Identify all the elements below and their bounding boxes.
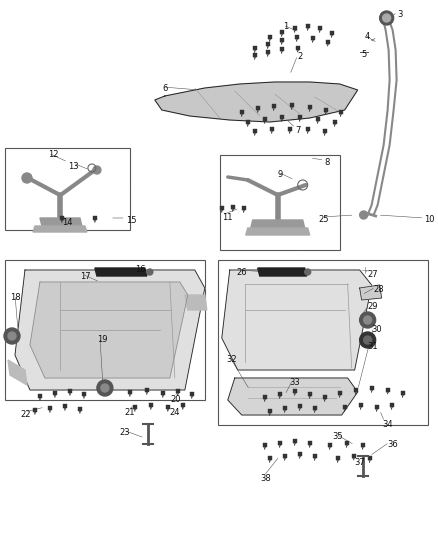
Polygon shape <box>222 270 371 370</box>
Circle shape <box>8 332 16 340</box>
Text: 34: 34 <box>383 420 393 429</box>
Text: 31: 31 <box>367 342 378 351</box>
Circle shape <box>93 166 101 174</box>
Polygon shape <box>40 218 82 226</box>
Text: 29: 29 <box>367 302 378 311</box>
Polygon shape <box>246 228 310 235</box>
Text: 16: 16 <box>135 265 145 274</box>
Circle shape <box>147 269 153 275</box>
Text: 14: 14 <box>62 218 72 227</box>
Text: 35: 35 <box>333 432 343 441</box>
Text: 28: 28 <box>374 285 384 294</box>
Polygon shape <box>251 220 305 228</box>
Text: 25: 25 <box>319 215 329 224</box>
Text: 37: 37 <box>355 458 365 467</box>
Text: 6: 6 <box>163 84 168 93</box>
Bar <box>5 260 205 400</box>
Text: 23: 23 <box>120 428 131 437</box>
Text: 24: 24 <box>170 408 180 417</box>
Text: 10: 10 <box>424 215 435 224</box>
Circle shape <box>380 11 394 25</box>
Circle shape <box>364 336 371 344</box>
Text: 11: 11 <box>222 213 232 222</box>
Polygon shape <box>15 270 205 390</box>
Text: 1: 1 <box>283 22 288 31</box>
Text: 3: 3 <box>398 10 403 19</box>
Bar <box>5 148 130 230</box>
Text: 21: 21 <box>125 408 135 417</box>
Polygon shape <box>258 268 307 276</box>
Circle shape <box>97 380 113 396</box>
Text: 19: 19 <box>97 335 107 344</box>
Text: 7: 7 <box>296 126 301 135</box>
Polygon shape <box>360 285 381 300</box>
Text: 33: 33 <box>290 378 300 387</box>
Text: 17: 17 <box>80 272 91 281</box>
Text: 9: 9 <box>278 170 283 179</box>
Text: 38: 38 <box>261 474 272 483</box>
Circle shape <box>383 14 391 22</box>
Circle shape <box>360 332 376 348</box>
Text: 20: 20 <box>171 395 181 404</box>
Text: 32: 32 <box>227 355 237 364</box>
Circle shape <box>4 328 20 344</box>
Text: 18: 18 <box>10 293 21 302</box>
Text: 4: 4 <box>365 32 370 41</box>
Text: 22: 22 <box>20 410 31 419</box>
Circle shape <box>305 269 311 275</box>
Text: 30: 30 <box>371 325 382 334</box>
Circle shape <box>22 173 32 183</box>
Text: 8: 8 <box>325 158 330 167</box>
Circle shape <box>360 312 376 328</box>
Polygon shape <box>95 268 147 276</box>
Bar <box>220 155 340 250</box>
Text: 13: 13 <box>68 162 78 171</box>
Polygon shape <box>155 82 358 122</box>
Bar <box>218 260 427 425</box>
Text: 5: 5 <box>362 50 367 59</box>
Text: 15: 15 <box>126 216 136 225</box>
Polygon shape <box>228 378 358 415</box>
Text: 36: 36 <box>388 440 399 449</box>
Polygon shape <box>8 360 27 385</box>
Polygon shape <box>33 226 87 232</box>
Polygon shape <box>185 295 207 310</box>
Text: 12: 12 <box>48 150 58 159</box>
Circle shape <box>364 316 371 324</box>
Circle shape <box>360 211 367 219</box>
Text: 2: 2 <box>298 52 303 61</box>
Text: 27: 27 <box>367 270 378 279</box>
Circle shape <box>101 384 109 392</box>
Text: 26: 26 <box>237 268 247 277</box>
Polygon shape <box>30 282 188 378</box>
